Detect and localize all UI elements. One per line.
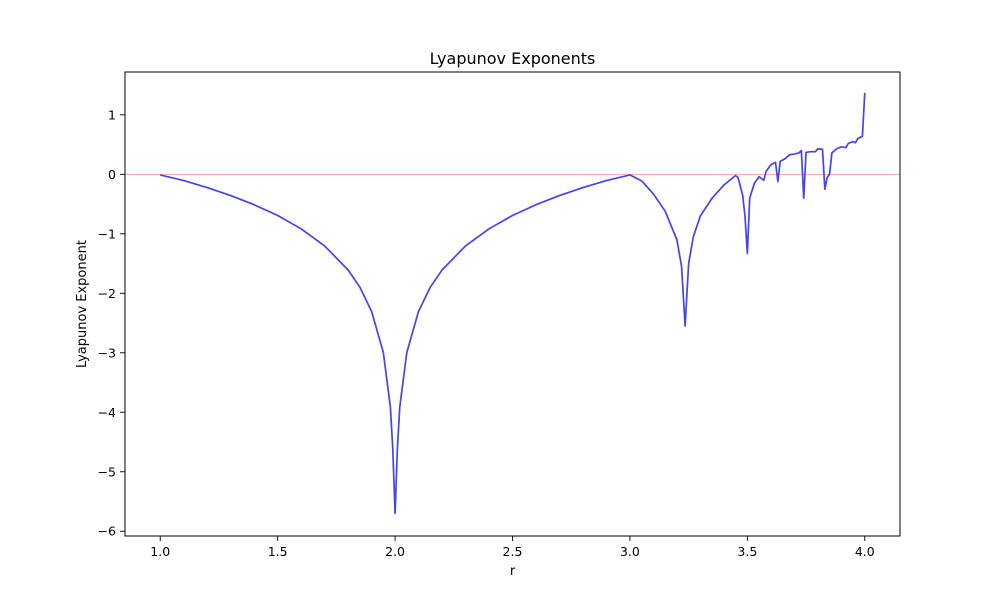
x-tick-label: 1.0 <box>150 544 170 559</box>
x-tick-label: 2.0 <box>385 544 405 559</box>
x-tick-label: 3.5 <box>737 544 757 559</box>
series-line-1 <box>160 92 866 515</box>
y-tick-label: 1 <box>108 107 116 122</box>
y-axis-ticks: −6 −5 −4 −3 −2 −1 0 1 <box>98 107 125 539</box>
x-tick-label: 2.5 <box>503 544 523 559</box>
y-tick-label: −5 <box>98 464 116 479</box>
x-tick-label: 4.0 <box>855 544 875 559</box>
y-tick-label: −4 <box>98 405 116 420</box>
axes-frame <box>124 71 901 537</box>
x-tick-label: 3.0 <box>620 544 640 559</box>
x-axis-ticks: 1.0 1.5 2.0 2.5 3.0 3.5 4.0 <box>150 536 875 559</box>
x-tick-label: 1.5 <box>268 544 288 559</box>
y-tick-label: −3 <box>98 345 116 360</box>
y-tick-label: −2 <box>98 286 116 301</box>
y-axis-label: Lyapunov Exponent <box>75 240 90 368</box>
plot-area <box>125 92 900 515</box>
y-tick-label: −1 <box>98 226 116 241</box>
chart-title: Lyapunov Exponents <box>430 49 596 68</box>
x-axis-label: r <box>510 564 516 579</box>
y-tick-label: 0 <box>108 167 116 182</box>
y-tick-label: −6 <box>98 524 116 539</box>
